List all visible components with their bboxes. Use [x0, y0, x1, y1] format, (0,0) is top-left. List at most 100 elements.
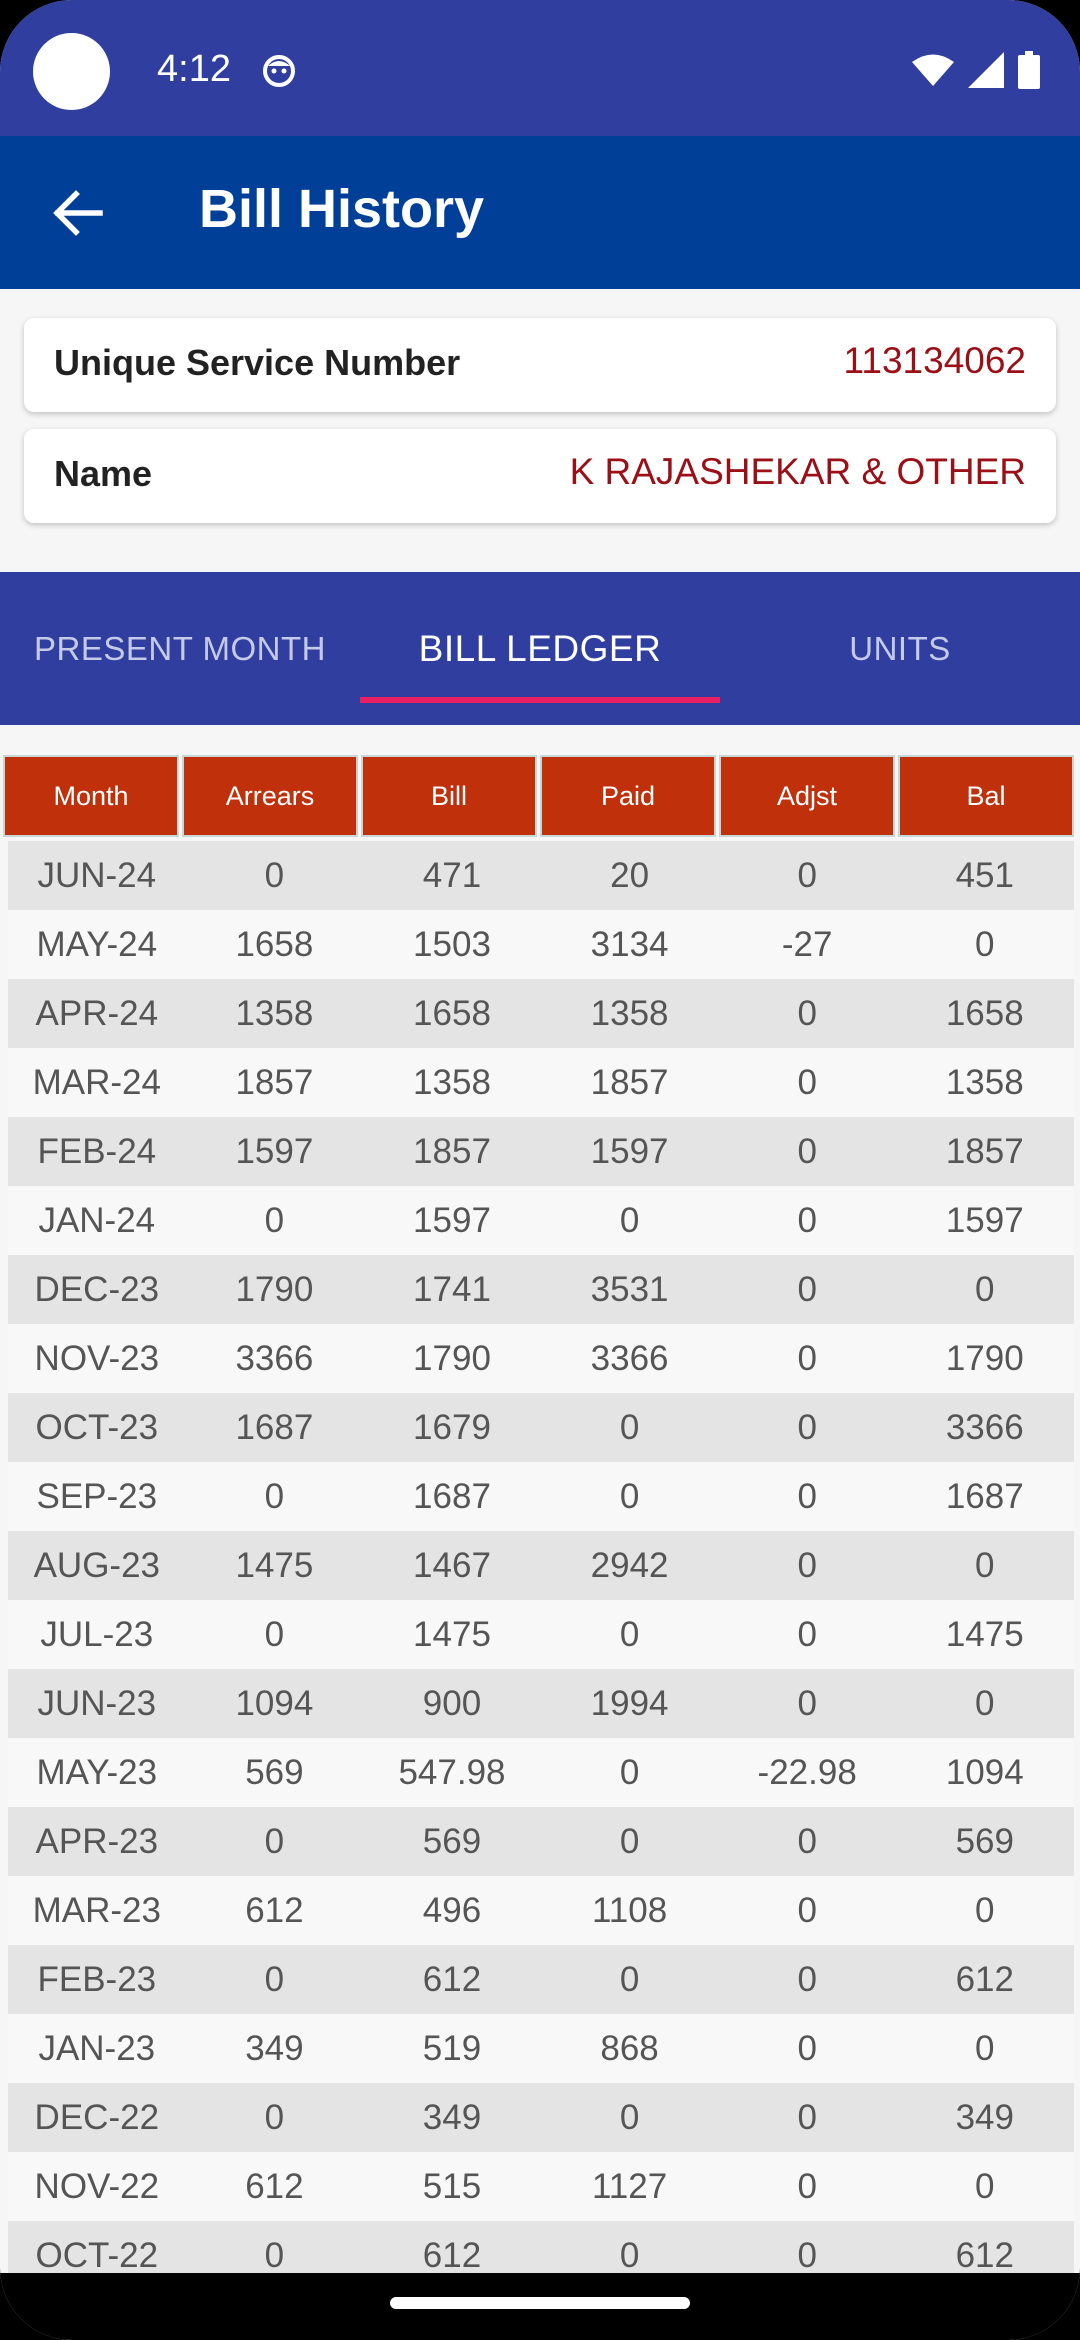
- cell-bal: 0: [896, 1270, 1074, 1310]
- cell-adjst: 0: [718, 1408, 896, 1448]
- cell-adjst: -27: [718, 925, 896, 965]
- column-header-bal: Bal: [898, 755, 1074, 837]
- table-row: JAN-23 349 519 868 0 0: [8, 2014, 1074, 2083]
- table-row: SEP-23 0 1687 0 0 1687: [8, 1462, 1074, 1531]
- battery-icon: [1018, 51, 1040, 89]
- cell-month: APR-24: [8, 994, 186, 1034]
- cell-bill: 1679: [363, 1408, 541, 1448]
- cell-arrears: 1857: [186, 1063, 364, 1103]
- cell-month: AUG-23: [8, 1546, 186, 1586]
- cell-adjst: 0: [718, 2236, 896, 2276]
- column-header-arrears: Arrears: [182, 755, 358, 837]
- cell-adjst: 0: [718, 1960, 896, 2000]
- cell-month: FEB-24: [8, 1132, 186, 1172]
- cell-month: DEC-23: [8, 1270, 186, 1310]
- cell-month: JAN-24: [8, 1201, 186, 1241]
- cell-month: MAR-24: [8, 1063, 186, 1103]
- cell-arrears: 0: [186, 1960, 364, 2000]
- face-notification-icon: [262, 54, 296, 88]
- cell-paid: 1127: [541, 2167, 719, 2207]
- cell-month: APR-23: [8, 1822, 186, 1862]
- cell-adjst: 0: [718, 994, 896, 1034]
- cell-month: JUN-24: [8, 856, 186, 896]
- table-row: JUN-24 0 471 20 0 451: [8, 841, 1074, 910]
- cell-bill: 1857: [363, 1132, 541, 1172]
- cell-month: JUN-23: [8, 1684, 186, 1724]
- back-arrow-icon[interactable]: [50, 186, 104, 240]
- cell-month: JUL-23: [8, 1615, 186, 1655]
- cell-adjst: 0: [718, 2098, 896, 2138]
- cell-paid: 3366: [541, 1339, 719, 1379]
- cell-arrears: 0: [186, 856, 364, 896]
- cell-bill: 1467: [363, 1546, 541, 1586]
- cell-bill: 1503: [363, 925, 541, 965]
- cell-paid: 20: [541, 856, 719, 896]
- app-bar: Bill History: [0, 136, 1080, 289]
- cell-arrears: 0: [186, 1477, 364, 1517]
- cell-arrears: 0: [186, 1822, 364, 1862]
- cell-adjst: 0: [718, 1546, 896, 1586]
- cell-paid: 0: [541, 1201, 719, 1241]
- cell-adjst: 0: [718, 2029, 896, 2069]
- cell-arrears: 0: [186, 2236, 364, 2276]
- cell-paid: 1994: [541, 1684, 719, 1724]
- cell-bill: 547.98: [363, 1753, 541, 1793]
- cell-adjst: 0: [718, 1339, 896, 1379]
- wifi-icon: [912, 53, 954, 87]
- service-number-label: Unique Service Number: [54, 342, 460, 384]
- cell-paid: 1597: [541, 1132, 719, 1172]
- cell-bal: 1658: [896, 994, 1074, 1034]
- cell-month: OCT-22: [8, 2236, 186, 2276]
- tab-units[interactable]: UNITS: [720, 572, 1080, 725]
- table-body[interactable]: JUN-24 0 471 20 0 451 MAY-24 1658 1503 3134 -27 0 AP…: [8, 841, 1074, 2290]
- cell-paid: 1108: [541, 1891, 719, 1931]
- status-time: 4:12: [157, 48, 231, 91]
- cell-adjst: 0: [718, 1132, 896, 1172]
- cell-bal: 0: [896, 1891, 1074, 1931]
- status-icons: [912, 50, 1040, 90]
- table-row: FEB-24 1597 1857 1597 0 1857: [8, 1117, 1074, 1186]
- cell-month: FEB-23: [8, 1960, 186, 2000]
- home-handle[interactable]: [390, 2297, 690, 2309]
- cell-paid: 2942: [541, 1546, 719, 1586]
- signal-icon: [968, 52, 1004, 88]
- cell-adjst: 0: [718, 1477, 896, 1517]
- cell-month: MAR-23: [8, 1891, 186, 1931]
- cell-bill: 519: [363, 2029, 541, 2069]
- cell-arrears: 612: [186, 1891, 364, 1931]
- column-header-bill: Bill: [361, 755, 537, 837]
- table-row: AUG-23 1475 1467 2942 0 0: [8, 1531, 1074, 1600]
- column-header-adjst: Adjst: [719, 755, 895, 837]
- cell-bal: 0: [896, 1684, 1074, 1724]
- table-row: NOV-22 612 515 1127 0 0: [8, 2152, 1074, 2221]
- cell-arrears: 0: [186, 2098, 364, 2138]
- cell-bal: 1094: [896, 1753, 1074, 1793]
- cell-month: MAY-23: [8, 1753, 186, 1793]
- cell-paid: 0: [541, 1477, 719, 1517]
- cell-arrears: 1597: [186, 1132, 364, 1172]
- name-card: Name K RAJASHEKAR & OTHER: [24, 429, 1056, 523]
- cell-arrears: 349: [186, 2029, 364, 2069]
- cell-bal: 0: [896, 925, 1074, 965]
- name-label: Name: [54, 453, 152, 495]
- cell-bill: 612: [363, 1960, 541, 2000]
- table-row: APR-24 1358 1658 1358 0 1658: [8, 979, 1074, 1048]
- table-row: JAN-24 0 1597 0 0 1597: [8, 1186, 1074, 1255]
- bill-ledger-table: Month Arrears Bill Paid Adjst Bal JUN-24 0 471 2…: [3, 755, 1077, 2290]
- cell-arrears: 3366: [186, 1339, 364, 1379]
- cell-bill: 515: [363, 2167, 541, 2207]
- cell-arrears: 612: [186, 2167, 364, 2207]
- cell-bal: 1358: [896, 1063, 1074, 1103]
- table-row: DEC-23 1790 1741 3531 0 0: [8, 1255, 1074, 1324]
- cell-month: NOV-22: [8, 2167, 186, 2207]
- table-row: OCT-23 1687 1679 0 0 3366: [8, 1393, 1074, 1462]
- tab-present-month[interactable]: PRESENT MONTH: [0, 572, 360, 725]
- cell-arrears: 0: [186, 1201, 364, 1241]
- table-row: APR-23 0 569 0 0 569: [8, 1807, 1074, 1876]
- cell-month: JAN-23: [8, 2029, 186, 2069]
- cell-adjst: 0: [718, 1822, 896, 1862]
- cell-paid: 0: [541, 1753, 719, 1793]
- cell-bill: 349: [363, 2098, 541, 2138]
- cell-bal: 1475: [896, 1615, 1074, 1655]
